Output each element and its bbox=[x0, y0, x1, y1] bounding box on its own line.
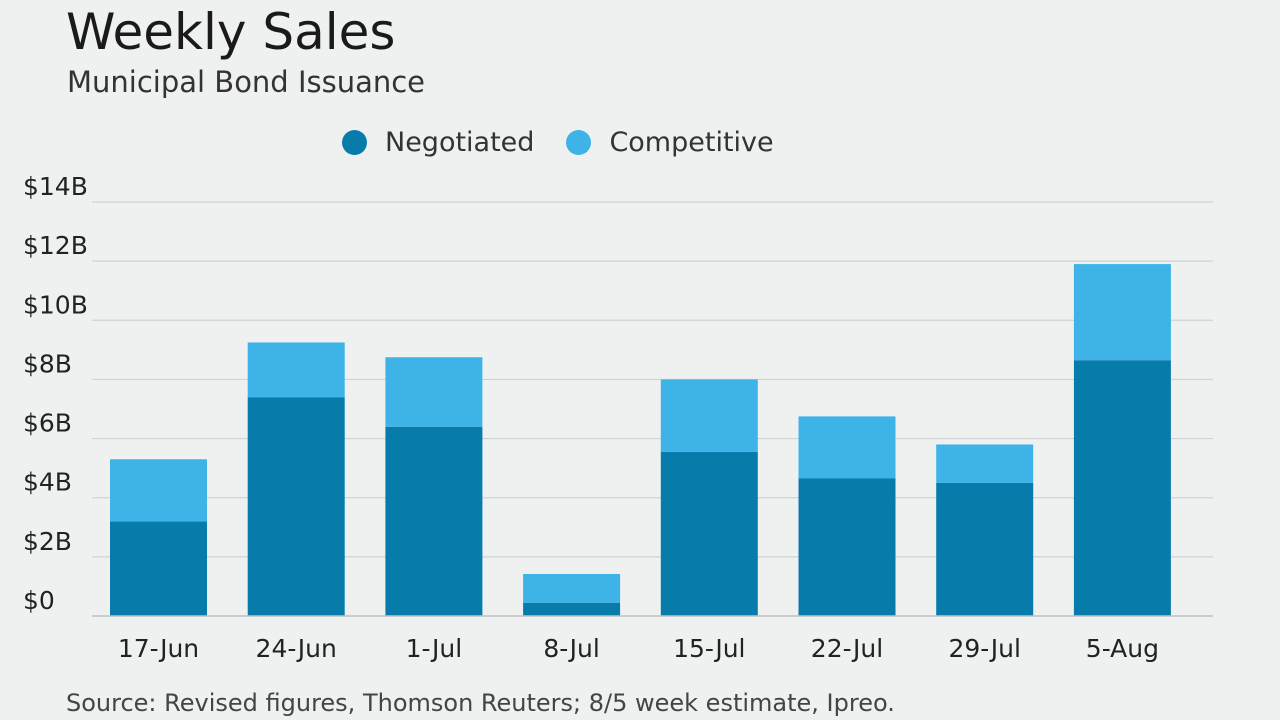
y-tick-label: $4B bbox=[23, 468, 72, 497]
bar-competitive-15-Jul bbox=[660, 379, 758, 452]
x-tick-label: 1-Jul bbox=[406, 634, 462, 663]
bar-competitive-17-Jun bbox=[110, 459, 207, 522]
y-tick-label: $2B bbox=[23, 527, 72, 556]
source-note: Source: Revised figures, Thomson Reuters… bbox=[66, 689, 895, 717]
bar-competitive-29-Jul bbox=[936, 444, 1034, 483]
bar-negotiated-15-Jul bbox=[660, 451, 758, 616]
y-tick-label: $0 bbox=[23, 586, 55, 615]
bar-negotiated-22-Jul bbox=[798, 478, 896, 616]
bar-competitive-1-Jul bbox=[385, 357, 483, 427]
bar-negotiated-29-Jul bbox=[936, 482, 1034, 616]
legend-swatch-negotiated bbox=[342, 129, 367, 155]
bar-negotiated-24-Jun bbox=[247, 397, 345, 616]
bar-competitive-5-Aug bbox=[1073, 264, 1171, 361]
y-tick-label: $14B bbox=[23, 172, 88, 201]
x-tick-label: 29-Jul bbox=[949, 634, 1021, 663]
bar-competitive-8-Jul bbox=[523, 574, 621, 603]
legend-item-negotiated: Negotiated bbox=[342, 127, 534, 158]
x-tick-label: 22-Jul bbox=[811, 634, 883, 663]
chart-title: Weekly Sales bbox=[66, 3, 396, 61]
y-tick-label: $8B bbox=[23, 349, 72, 378]
bar-negotiated-1-Jul bbox=[385, 426, 483, 616]
bar-competitive-22-Jul bbox=[798, 416, 896, 479]
y-tick-label: $6B bbox=[23, 409, 72, 438]
chart-subtitle: Municipal Bond Issuance bbox=[67, 65, 426, 99]
x-tick-label: 24-Jun bbox=[256, 634, 337, 663]
x-tick-label: 8-Jul bbox=[543, 634, 599, 663]
x-tick-label: 15-Jul bbox=[673, 634, 745, 663]
bar-negotiated-8-Jul bbox=[523, 602, 621, 616]
y-tick-label: $10B bbox=[23, 290, 88, 319]
legend: Negotiated Competitive bbox=[342, 122, 806, 162]
x-tick-label: 5-Aug bbox=[1086, 634, 1159, 663]
legend-label-competitive: Competitive bbox=[609, 126, 774, 158]
x-tick-label: 17-Jun bbox=[118, 634, 199, 663]
legend-label-negotiated: Negotiated bbox=[385, 126, 535, 158]
y-tick-label: $12B bbox=[23, 231, 88, 260]
legend-item-competitive: Competitive bbox=[566, 126, 774, 158]
bar-competitive-24-Jun bbox=[247, 342, 345, 398]
bar-negotiated-17-Jun bbox=[110, 521, 207, 616]
bar-negotiated-5-Aug bbox=[1073, 360, 1171, 616]
legend-swatch-competitive bbox=[566, 129, 592, 155]
